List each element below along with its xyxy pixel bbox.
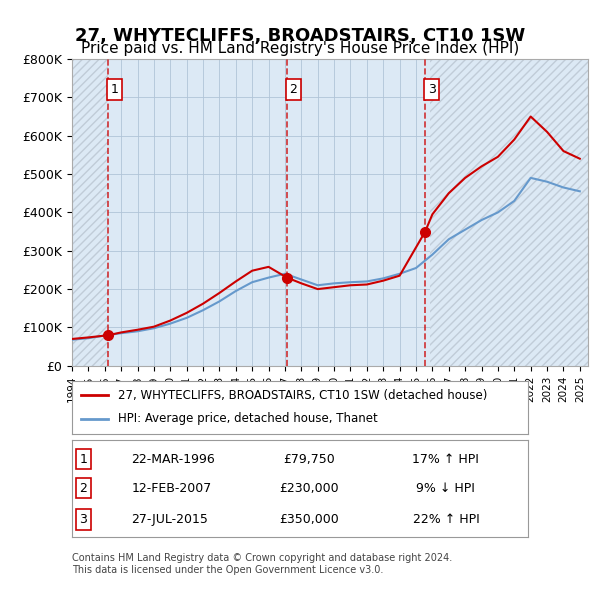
Bar <box>72 59 109 366</box>
Text: £230,000: £230,000 <box>280 481 339 495</box>
Text: £79,750: £79,750 <box>283 453 335 466</box>
Text: HPI: Average price, detached house, Thanet: HPI: Average price, detached house, Than… <box>118 412 377 425</box>
Text: Contains HM Land Registry data © Crown copyright and database right 2024.
This d: Contains HM Land Registry data © Crown c… <box>72 553 452 575</box>
Bar <box>72 59 109 366</box>
Text: 9% ↓ HPI: 9% ↓ HPI <box>416 481 475 495</box>
Text: 1: 1 <box>111 83 119 96</box>
Text: Price paid vs. HM Land Registry's House Price Index (HPI): Price paid vs. HM Land Registry's House … <box>81 41 519 56</box>
Text: 1: 1 <box>79 453 88 466</box>
Text: 17% ↑ HPI: 17% ↑ HPI <box>412 453 479 466</box>
Text: 2: 2 <box>79 481 88 495</box>
Text: 3: 3 <box>428 83 436 96</box>
Text: 22% ↑ HPI: 22% ↑ HPI <box>413 513 479 526</box>
Text: 12-FEB-2007: 12-FEB-2007 <box>131 481 212 495</box>
Text: 27, WHYTECLIFFS, BROADSTAIRS, CT10 1SW (detached house): 27, WHYTECLIFFS, BROADSTAIRS, CT10 1SW (… <box>118 389 487 402</box>
Text: 22-MAR-1996: 22-MAR-1996 <box>131 453 215 466</box>
Text: 27-JUL-2015: 27-JUL-2015 <box>131 513 208 526</box>
Text: 3: 3 <box>79 513 88 526</box>
Bar <box>430 59 588 366</box>
Text: 2: 2 <box>289 83 297 96</box>
Text: £350,000: £350,000 <box>279 513 339 526</box>
Text: 27, WHYTECLIFFS, BROADSTAIRS, CT10 1SW: 27, WHYTECLIFFS, BROADSTAIRS, CT10 1SW <box>75 27 525 45</box>
